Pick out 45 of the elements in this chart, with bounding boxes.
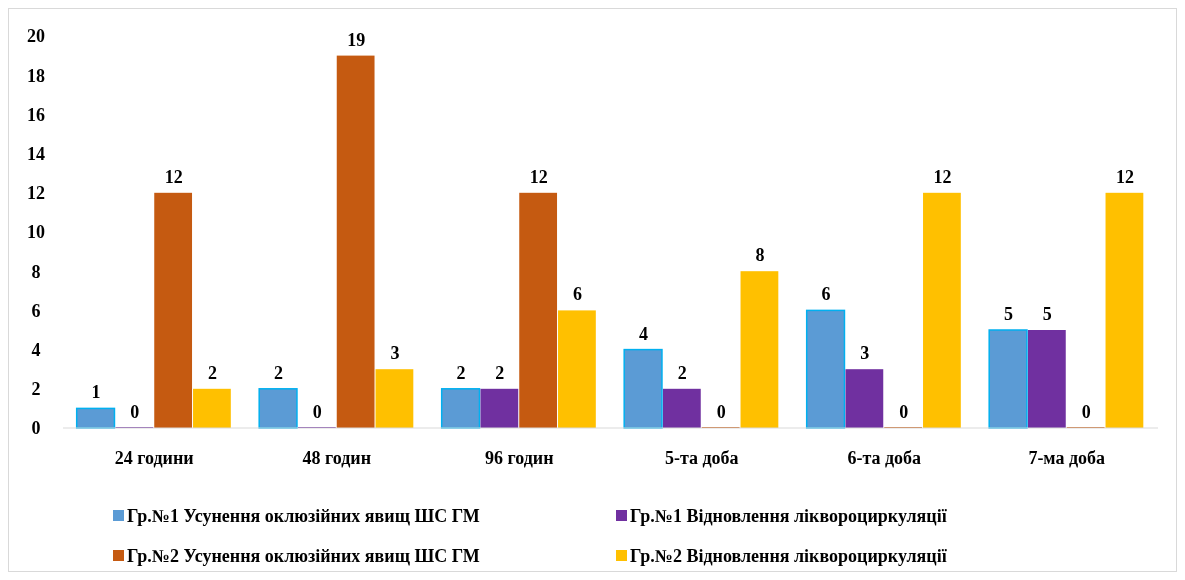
- data-label: 0: [130, 402, 140, 422]
- y-tick-label: 20: [27, 26, 45, 47]
- data-label: 8: [755, 245, 765, 266]
- legend-label: Гр.№1 Відновлення ліквороциркуляції: [630, 506, 948, 527]
- data-label: 3: [860, 343, 870, 364]
- data-label: 6: [572, 284, 582, 305]
- data-label: 2: [677, 362, 687, 383]
- x-tick-label: 96 годин: [484, 448, 554, 469]
- data-label: 4: [639, 323, 649, 344]
- data-label: 12: [164, 166, 183, 187]
- data-label: 19: [347, 29, 366, 50]
- data-label: 1: [91, 382, 101, 403]
- legend-label: Гр.№1 Усунення оклюзійних явищ ШС ГМ: [127, 506, 480, 527]
- y-tick-label: 4: [31, 339, 41, 360]
- data-label: 2: [207, 362, 217, 383]
- x-tick-label: 48 годин: [302, 448, 372, 469]
- y-tick-label: 18: [27, 65, 45, 86]
- data-label: 6: [821, 284, 831, 305]
- x-tick-label: 6-та доба: [847, 448, 922, 469]
- data-label: 12: [933, 166, 952, 187]
- data-label: 0: [312, 402, 322, 422]
- legend-label: Гр.№2 Відновлення ліквороциркуляції: [630, 546, 948, 567]
- data-label: 0: [899, 402, 909, 422]
- y-tick-label: 10: [27, 222, 45, 243]
- data-label: 3: [390, 343, 400, 364]
- data-label: 0: [716, 402, 726, 422]
- data-label: 2: [456, 362, 466, 383]
- x-tick-label: 24 години: [114, 448, 194, 469]
- y-tick-label: 8: [31, 261, 41, 282]
- data-label: 2: [495, 362, 505, 383]
- legend-label: Гр.№2 Усунення оклюзійних явищ ШС ГМ: [127, 546, 480, 567]
- y-tick-label: 2: [31, 379, 41, 400]
- y-tick-label: 14: [27, 143, 45, 164]
- data-label: 12: [529, 166, 548, 187]
- data-label: 12: [1115, 166, 1134, 187]
- x-tick-label: 7-ма доба: [1028, 448, 1106, 469]
- data-label: 2: [274, 362, 284, 383]
- y-tick-label: 6: [31, 300, 41, 321]
- data-label: 5: [1004, 304, 1014, 324]
- x-tick-label: 5-та доба: [664, 448, 739, 469]
- y-tick-label: 0: [31, 418, 41, 439]
- data-label: 5: [1042, 304, 1052, 324]
- y-tick-label: 12: [27, 183, 45, 204]
- data-label: 0: [1081, 402, 1091, 422]
- y-tick-label: 16: [27, 104, 45, 125]
